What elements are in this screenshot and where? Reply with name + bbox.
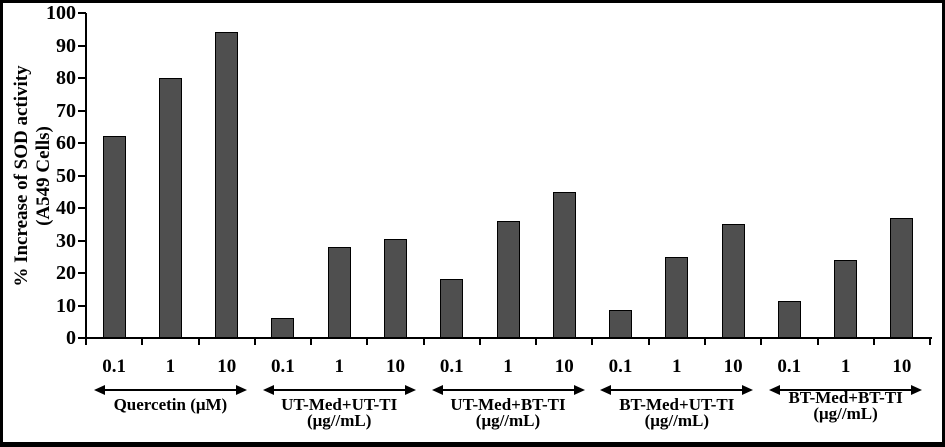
group-label-line2: (μg//mL) bbox=[306, 410, 372, 430]
x-tick-label: 0.1 bbox=[271, 356, 295, 377]
y-axis-tick bbox=[78, 12, 86, 14]
group-label-line1: UT-Med+UT-TI bbox=[281, 395, 398, 414]
y-tick-label: 30 bbox=[56, 229, 76, 252]
x-axis-line bbox=[85, 337, 932, 339]
group-label-line1: BT-Med+UT-TI bbox=[619, 395, 735, 414]
x-tick-label: 10 bbox=[554, 356, 574, 377]
bar bbox=[384, 239, 407, 338]
x-axis-tick bbox=[929, 338, 931, 345]
group-range-arrow bbox=[769, 383, 923, 395]
x-axis-tick bbox=[816, 338, 819, 345]
group-label: UT-Med+BT-TI (μg//mL) bbox=[424, 395, 593, 430]
y-axis-tick bbox=[78, 174, 86, 177]
y-axis-tick bbox=[78, 207, 86, 209]
group-label-line1: UT-Med+BT-TI bbox=[450, 395, 566, 414]
y-tick-label: 10 bbox=[56, 294, 76, 317]
group-range-arrow bbox=[93, 383, 247, 395]
group-range-arrow bbox=[262, 383, 416, 395]
group-range-arrow bbox=[600, 383, 754, 395]
double-arrow-icon bbox=[431, 385, 585, 395]
x-tick-label: 1 bbox=[334, 356, 344, 377]
x-axis-tick bbox=[872, 338, 875, 345]
bar bbox=[102, 136, 126, 338]
bar bbox=[609, 310, 632, 338]
double-arrow-icon bbox=[600, 385, 754, 395]
group-label: BT-Med+BT-TI (μg//mL) bbox=[761, 388, 930, 423]
bar bbox=[158, 78, 182, 338]
y-axis-tick bbox=[78, 142, 86, 144]
group-label-line1: BT-Med+BT-TI bbox=[788, 388, 903, 407]
y-tick-label: 70 bbox=[56, 99, 76, 122]
x-axis-tick bbox=[647, 338, 650, 345]
x-axis-tick bbox=[760, 338, 763, 345]
x-axis-tick bbox=[253, 338, 256, 345]
x-axis-tick bbox=[535, 338, 538, 345]
y-tick-label: 50 bbox=[56, 164, 76, 187]
bar bbox=[215, 32, 239, 338]
bar bbox=[834, 260, 858, 338]
x-tick-label: 10 bbox=[217, 356, 237, 377]
y-axis-tick bbox=[78, 272, 86, 274]
y-tick-label: 0 bbox=[66, 327, 76, 349]
x-axis-tick bbox=[310, 338, 313, 345]
double-arrow-icon bbox=[769, 385, 923, 395]
x-tick-label: 10 bbox=[723, 356, 743, 377]
bar bbox=[721, 224, 745, 338]
bar bbox=[552, 192, 576, 338]
bar bbox=[665, 257, 689, 338]
x-tick-label: 1 bbox=[672, 356, 682, 377]
y-axis-tick bbox=[78, 109, 86, 112]
bar bbox=[496, 221, 520, 338]
x-tick-label: 1 bbox=[165, 356, 176, 377]
bar bbox=[327, 247, 351, 338]
double-arrow-icon bbox=[93, 385, 247, 395]
group-label: UT-Med+UT-TI (μg//mL) bbox=[255, 395, 424, 430]
y-tick-label: 40 bbox=[56, 197, 76, 219]
x-tick-label: 10 bbox=[386, 356, 405, 377]
x-axis-tick bbox=[591, 338, 594, 345]
x-tick-label: 1 bbox=[503, 356, 513, 377]
bar bbox=[271, 318, 295, 338]
bar bbox=[777, 301, 801, 338]
y-axis-tick bbox=[78, 44, 86, 47]
y-axis-line bbox=[85, 13, 87, 339]
y-tick-label: 90 bbox=[56, 34, 76, 57]
group-label-line1: Quercetin (μM) bbox=[113, 395, 228, 414]
bar bbox=[890, 218, 914, 338]
y-tick-label: 60 bbox=[56, 132, 76, 154]
x-axis-tick bbox=[197, 338, 200, 345]
x-tick-label: 10 bbox=[892, 356, 912, 377]
x-axis-tick bbox=[703, 338, 706, 345]
x-axis-tick bbox=[141, 338, 144, 345]
group-label-line2: (μg//mL) bbox=[644, 410, 709, 430]
bar bbox=[440, 279, 464, 338]
y-tick-label: 80 bbox=[56, 67, 76, 89]
y-tick-label: 100 bbox=[46, 2, 76, 24]
y-axis-tick bbox=[78, 304, 86, 307]
x-axis-tick bbox=[422, 338, 425, 345]
x-tick-label: 0.1 bbox=[102, 356, 126, 377]
y-axis-tick bbox=[78, 239, 86, 242]
x-tick-label: 0.1 bbox=[777, 356, 802, 377]
group-label-line2: (μg//mL) bbox=[813, 403, 878, 423]
group-label: BT-Med+UT-TI (μg//mL) bbox=[592, 395, 761, 430]
x-axis-tick bbox=[85, 338, 87, 345]
x-axis-tick bbox=[478, 338, 481, 345]
x-tick-label: 0.1 bbox=[608, 356, 633, 377]
group-label: Quercetin (μM) bbox=[86, 395, 255, 414]
y-tick-label: 20 bbox=[56, 262, 76, 284]
group-range-arrow bbox=[431, 383, 585, 395]
double-arrow-icon bbox=[262, 385, 416, 395]
x-tick-label: 1 bbox=[840, 356, 851, 377]
x-tick-label: 0.1 bbox=[439, 356, 464, 377]
y-axis-tick bbox=[78, 77, 86, 79]
x-axis-tick bbox=[366, 338, 369, 345]
group-label-line2: (μg//mL) bbox=[475, 410, 541, 430]
y-axis-tick bbox=[78, 337, 86, 339]
